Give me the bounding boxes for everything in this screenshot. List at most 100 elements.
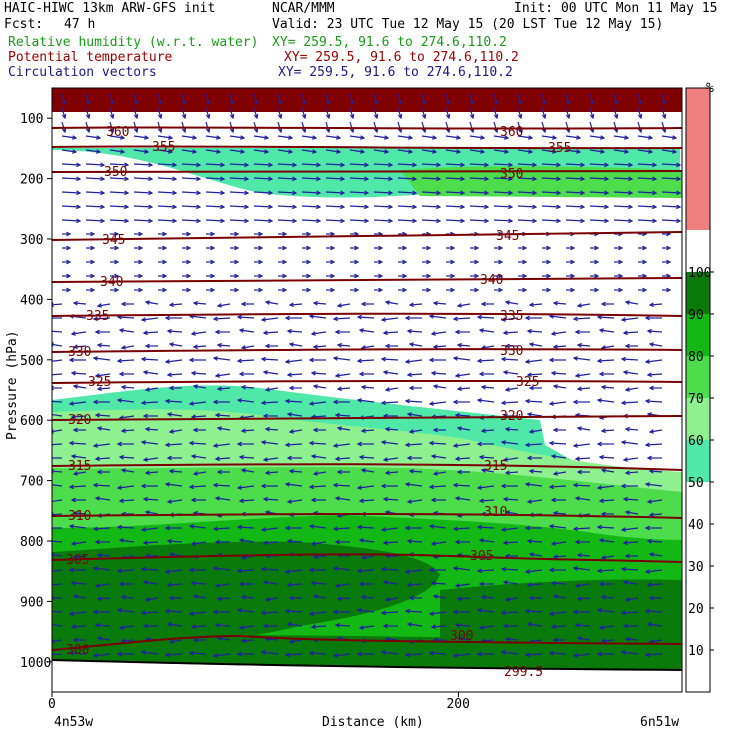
vector-arrow (206, 273, 216, 279)
vector-arrow (622, 330, 639, 336)
vector-arrow (446, 259, 456, 265)
vector-arrow (188, 357, 206, 363)
vector-arrow (504, 343, 518, 349)
vector-arrow (192, 300, 207, 306)
vector-arrow (332, 316, 351, 322)
init-time: Init: 00 UTC Mon 11 May 15 (514, 1, 718, 16)
vector-arrow (589, 93, 595, 106)
colorbar-frame (685, 87, 711, 693)
vector-arrow (646, 538, 663, 544)
vector-arrow (620, 483, 638, 489)
vector-arrow (190, 580, 207, 586)
vector-arrow (284, 315, 302, 321)
vector-arrow (134, 231, 144, 237)
vector-arrow (576, 469, 590, 475)
vector-arrow (380, 440, 399, 445)
vector-arrow (192, 344, 207, 350)
vector-arrow (349, 218, 370, 224)
vector-arrow (356, 398, 375, 403)
vector-arrow (517, 176, 538, 182)
vector-arrow (262, 580, 279, 585)
vector-arrow (216, 469, 230, 475)
vector-arrow (662, 287, 672, 293)
vector-arrow (646, 455, 662, 461)
vector-arrow (358, 625, 375, 630)
vector-arrow (133, 190, 154, 196)
vector-arrow (188, 611, 207, 616)
vector-arrow (260, 610, 279, 616)
vector-arrow (238, 498, 255, 504)
vector-arrow (661, 204, 682, 210)
vector-arrow (62, 287, 72, 293)
vector-arrow (524, 398, 543, 404)
vector-arrow (637, 190, 658, 196)
vector-arrow (70, 580, 87, 586)
vector-arrow (576, 636, 591, 641)
vector-arrow (229, 204, 250, 210)
vector-arrow (158, 259, 168, 265)
vector-arrow (85, 204, 106, 210)
y-tick-label: 1000 (20, 656, 51, 671)
vector-arrow (574, 329, 590, 335)
theta-340-label-east: 340 (480, 273, 503, 288)
vector-arrow (164, 442, 183, 448)
vector-arrow (70, 331, 87, 336)
vector-arrow (61, 107, 67, 120)
vector-arrow (517, 93, 523, 106)
vector-arrow (590, 287, 600, 293)
y-tick-label: 600 (20, 414, 43, 429)
vector-arrow (133, 162, 154, 168)
vector-arrow (661, 190, 682, 196)
vector-arrow (624, 343, 638, 349)
vector-arrow (541, 107, 547, 120)
vector-arrow (528, 429, 543, 434)
vector-arrow (524, 359, 543, 364)
vector-arrow (334, 329, 350, 335)
vector-arrow (552, 427, 566, 433)
vector-arrow (404, 359, 423, 364)
vector-arrow (85, 190, 106, 196)
vector-arrow (86, 231, 96, 237)
vector-arrow (452, 526, 471, 532)
vector-arrow (253, 190, 274, 196)
vector-arrow (502, 330, 519, 336)
vector-arrow (61, 190, 82, 196)
vector-arrow (382, 330, 399, 336)
vector-arrow (648, 429, 663, 434)
vector-arrow (168, 468, 183, 474)
theta-315-line (52, 463, 682, 471)
vector-arrow (61, 162, 82, 168)
vector-arrow (118, 538, 135, 543)
vector-arrow (565, 93, 571, 106)
vector-arrow (72, 637, 86, 643)
vector-arrow (70, 624, 87, 630)
vector-arrow (646, 499, 663, 504)
vector-arrow (181, 135, 198, 140)
theta-350-line (52, 170, 682, 173)
theta-355-label: 355 (152, 140, 175, 155)
vector-arrow (502, 623, 518, 629)
vector-arrow (541, 162, 562, 168)
vector-arrow (596, 441, 614, 447)
vector-arrow (494, 287, 504, 293)
vector-arrow (301, 149, 318, 154)
vector-arrow (552, 594, 567, 599)
vector-arrow (144, 597, 159, 602)
vector-arrow (302, 273, 312, 279)
vector-arrow (166, 582, 183, 588)
vector-arrow (572, 566, 591, 571)
vector-arrow (61, 176, 82, 182)
vector-arrow (182, 259, 192, 265)
vector-arrow (548, 401, 567, 406)
vector-arrow (469, 162, 490, 168)
vector-arrow (349, 190, 370, 196)
vector-arrow (572, 526, 591, 532)
vector-arrow (373, 107, 379, 120)
vector-arrow (600, 594, 615, 600)
vector-arrow (600, 511, 614, 517)
vector-arrow (70, 541, 87, 546)
theta-360-line (52, 126, 682, 130)
vector-arrow (528, 552, 543, 557)
vector-arrow (432, 384, 447, 389)
vector-arrow (476, 314, 495, 320)
